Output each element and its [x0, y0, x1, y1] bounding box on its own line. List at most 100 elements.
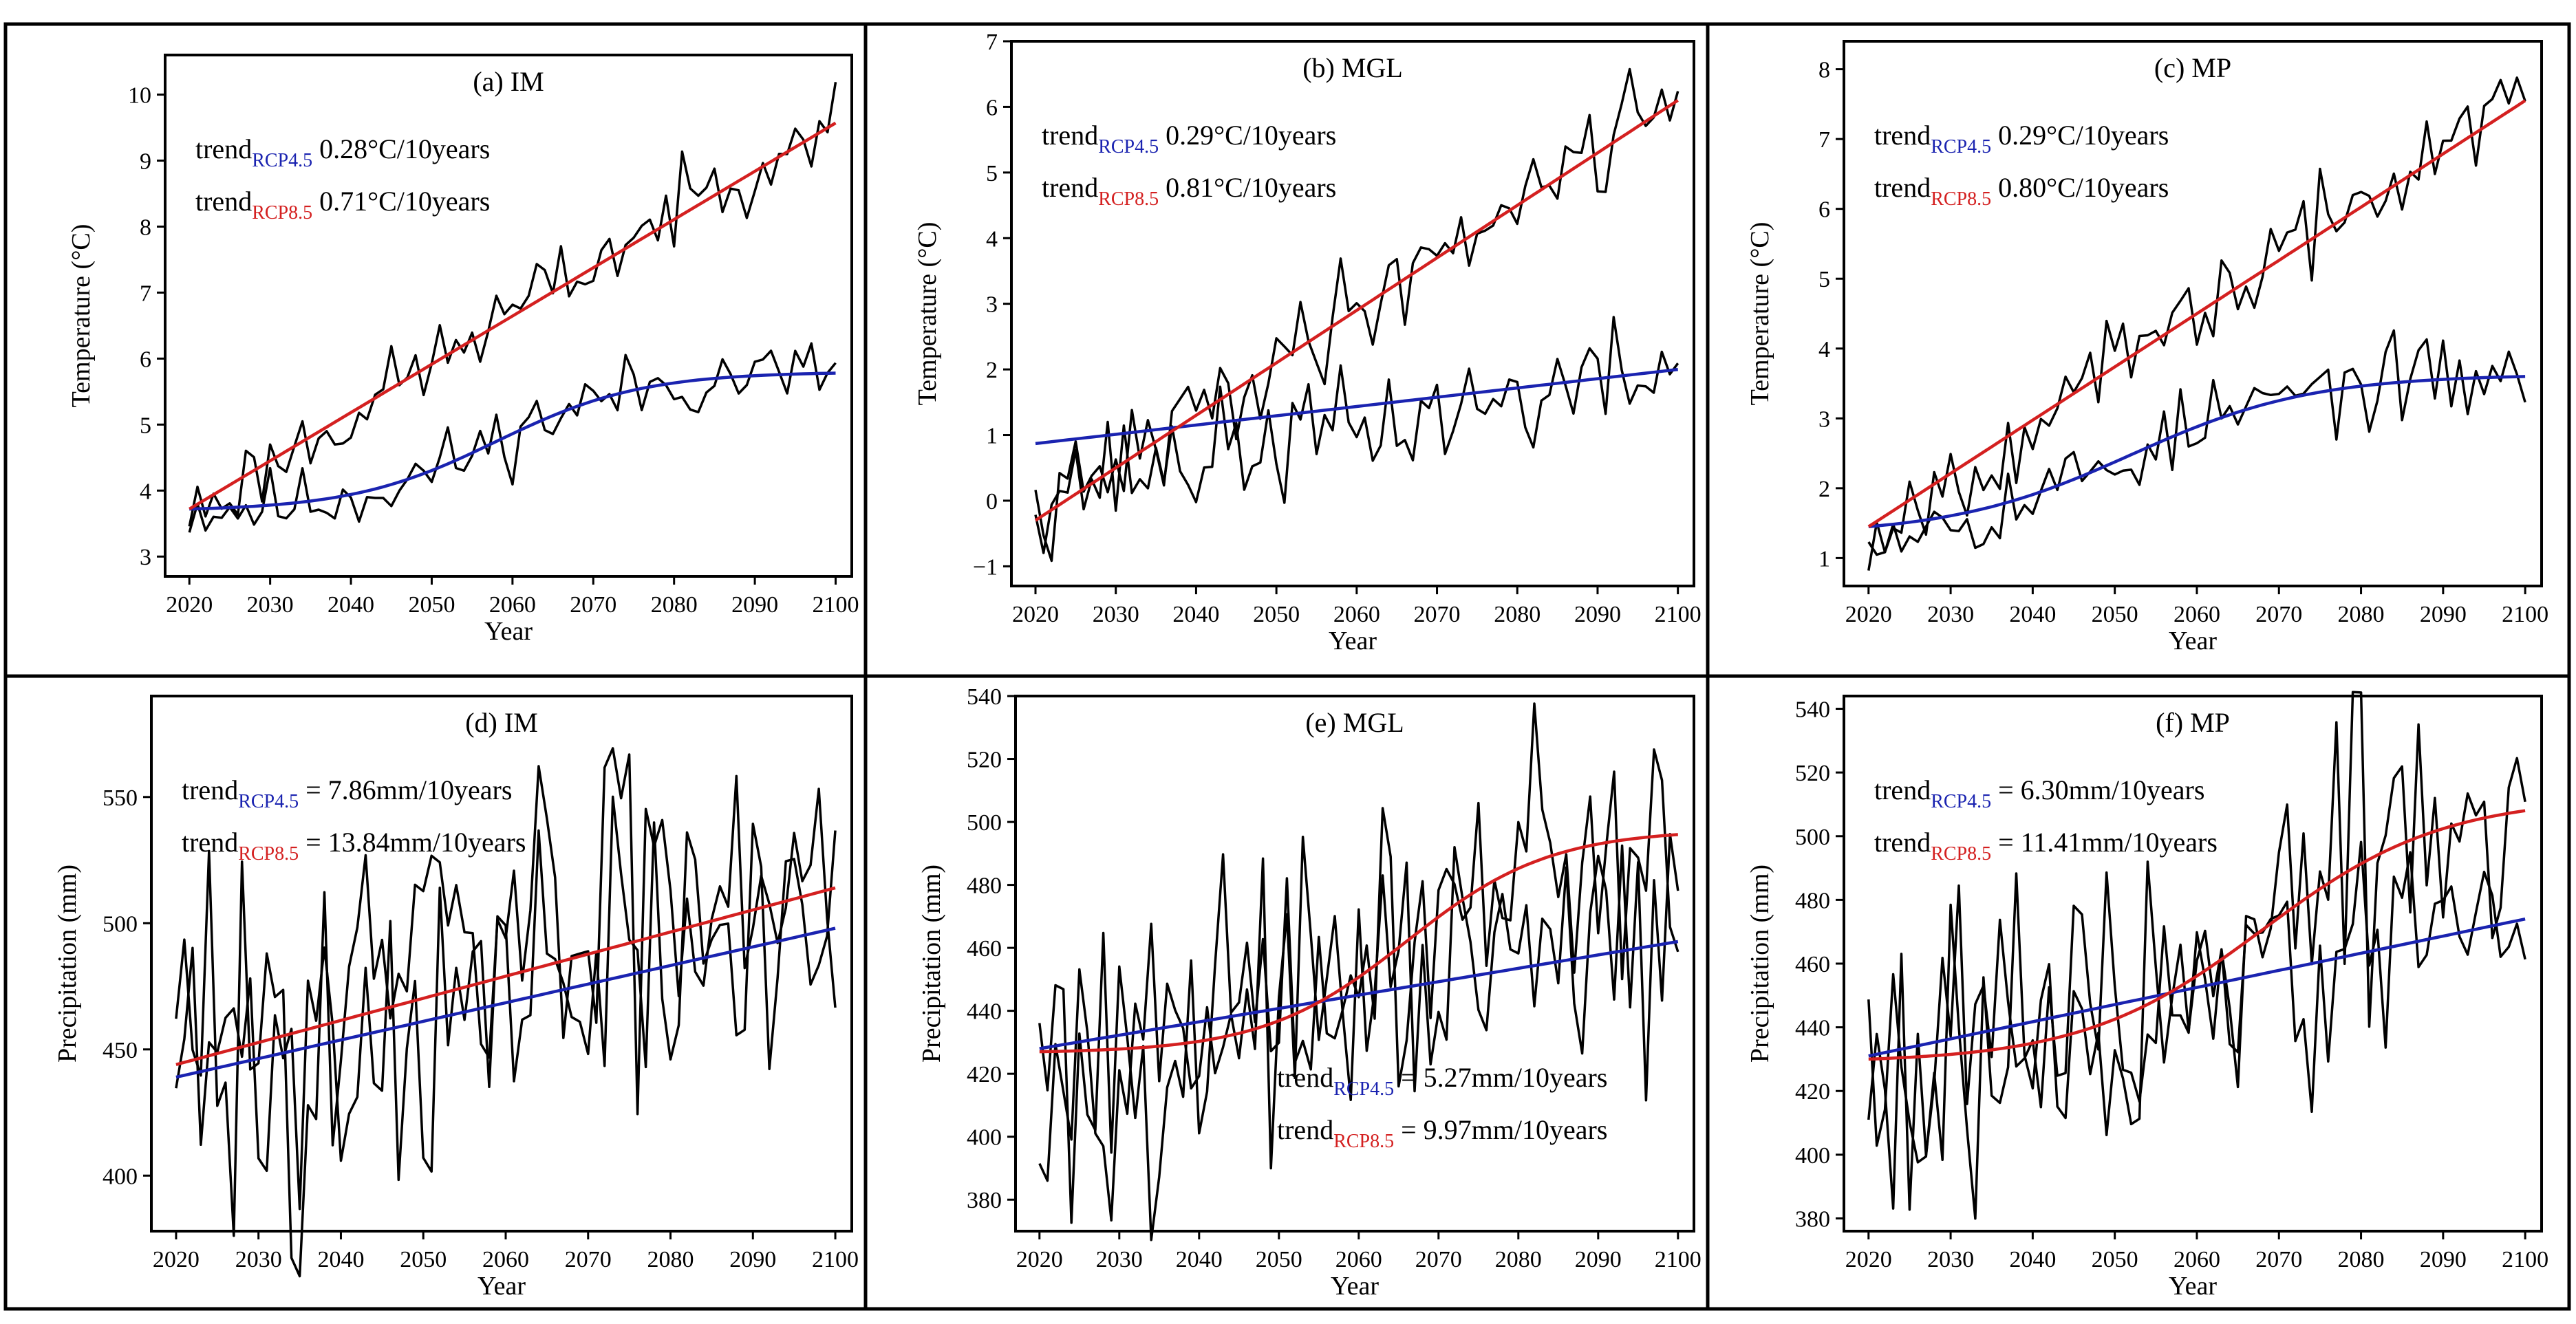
x-tick-label: 2050 [2092, 602, 2138, 627]
y-axis-label: Temperature (°C) [1746, 222, 1774, 406]
x-tick-label: 2100 [2502, 602, 2548, 627]
x-axis-label: Year [2169, 627, 2217, 655]
x-tick-label: 2080 [2338, 1247, 2385, 1272]
x-tick-label: 2080 [1495, 1247, 1542, 1272]
x-tick-label: 2020 [1845, 602, 1892, 627]
series-line-rcp4-5-annual [188, 342, 837, 533]
x-tick-label: 2060 [482, 1247, 529, 1272]
y-tick-label: 440 [1795, 1016, 1830, 1041]
x-tick-label: 2040 [1172, 602, 1219, 627]
x-tick-label: 2030 [1927, 1247, 1974, 1272]
y-tick-label: 420 [967, 1062, 1002, 1087]
trend-annotation: trendRCP8.5 = 13.84mm/10years [182, 827, 526, 865]
y-tick-label: 0 [986, 489, 998, 514]
series-line-rcp4-5-smoothed [1039, 940, 1679, 1050]
trend-annotation: trendRCP8.5 0.81°C/10years [1042, 172, 1336, 210]
series-line-rcp4-5-smoothed [189, 371, 836, 511]
y-axis-label: Temperature (°C) [913, 222, 942, 406]
trend-annotation: trendRCP4.5 = 6.30mm/10years [1874, 774, 2204, 812]
y-tick-label: 6 [986, 95, 998, 120]
x-tick-label: 2100 [1655, 602, 1702, 627]
y-tick-label: 400 [103, 1164, 138, 1189]
panel-title: (c) MP [2154, 52, 2231, 83]
y-tick-label: 380 [1795, 1206, 1830, 1232]
y-tick-label: 7 [140, 281, 151, 306]
x-tick-label: 2090 [1574, 602, 1621, 627]
y-axis-label: Precipitation (mm) [1746, 865, 1774, 1063]
series-line-rcp8-5-annual [1867, 76, 2526, 556]
x-tick-label: 2030 [1093, 602, 1139, 627]
x-tick-label: 2050 [2092, 1247, 2138, 1272]
panel-6: 2020 2030 2040 2050 2060 2070 2080 2090 2100 380 4… [1746, 691, 2548, 1301]
series-line-rcp8-5-smoothed [175, 886, 836, 1066]
x-tick-label: 2060 [489, 592, 536, 618]
series-line-rcp8-5-annual [1038, 702, 1679, 1241]
panel-4: 2020 2030 2040 2050 2060 2070 2080 2090 2100 400 4… [53, 695, 859, 1301]
panel-title: (d) IM [465, 707, 538, 738]
series-line-rcp8-5-annual [1034, 67, 1679, 563]
x-tick-label: 2100 [1655, 1247, 1702, 1272]
y-tick-label: 380 [967, 1188, 1002, 1213]
y-tick-label: 4 [140, 479, 151, 504]
series-line-rcp8-5-smoothed [1039, 833, 1678, 1054]
x-axis-label: Year [484, 617, 533, 646]
trend-annotation: trendRCP4.5 = 5.27mm/10years [1277, 1062, 1607, 1100]
y-tick-label: 520 [967, 748, 1002, 773]
y-tick-label: 2 [986, 358, 998, 383]
panel-5: 2020 2030 2040 2050 2060 2070 2080 2090 2100 380 4… [917, 684, 1702, 1301]
x-tick-label: 2070 [570, 592, 616, 618]
y-tick-label: 5 [1818, 267, 1830, 292]
trend-annotation: trendRCP4.5 0.29°C/10years [1874, 120, 2169, 158]
plot-frame [164, 54, 853, 578]
plot-frame [1010, 40, 1695, 587]
series-line-rcp8-5-annual [175, 747, 837, 1278]
y-tick-label: 8 [1818, 58, 1830, 83]
panel-title: (e) MGL [1305, 707, 1404, 738]
y-tick-label: 450 [103, 1038, 138, 1063]
x-tick-label: 2080 [651, 592, 698, 618]
y-tick-label: 6 [140, 347, 151, 372]
series-line-rcp4-5-smoothed [1868, 375, 2526, 528]
trend-annotation: trendRCP4.5 0.29°C/10years [1042, 120, 1336, 158]
x-tick-label: 2090 [729, 1247, 776, 1272]
x-axis-label: Year [1329, 627, 1377, 655]
y-tick-label: 460 [967, 936, 1002, 962]
trend-annotation: trendRCP4.5 = 7.86mm/10years [182, 774, 512, 812]
x-tick-label: 2050 [408, 592, 455, 618]
y-tick-label: 5 [986, 161, 998, 186]
series-line-rcp4-5-annual [1034, 316, 1679, 554]
y-tick-label: 1 [1818, 546, 1830, 572]
panel-1: 2020 2030 2040 2050 2060 2070 2080 2090 2100 3 4 5 6… [67, 54, 859, 646]
y-tick-label: 4 [1818, 337, 1830, 362]
y-tick-label: 3 [140, 545, 151, 570]
panel-title: (f) MP [2156, 707, 2230, 738]
series-line-rcp4-5-smoothed [1035, 367, 1678, 446]
x-tick-label: 2040 [2009, 1247, 2056, 1272]
plot-frame [150, 695, 853, 1233]
y-axis-label: Temperature (°C) [67, 224, 96, 408]
y-tick-label: 520 [1795, 761, 1830, 786]
y-tick-label: 7 [1818, 127, 1830, 153]
y-tick-label: 400 [1795, 1143, 1830, 1169]
y-tick-label: 480 [967, 873, 1002, 899]
x-axis-label: Year [477, 1272, 526, 1301]
trend-annotation: trendRCP8.5 = 9.97mm/10years [1277, 1114, 1607, 1152]
y-tick-label: 10 [128, 83, 151, 109]
y-tick-label: 550 [103, 785, 138, 811]
trend-annotation: trendRCP8.5 0.80°C/10years [1874, 172, 2169, 210]
y-tick-label: 7 [986, 30, 998, 55]
trend-annotation: trendRCP4.5 0.28°C/10years [195, 133, 490, 171]
x-tick-label: 2080 [2338, 602, 2385, 627]
x-tick-label: 2070 [565, 1247, 612, 1272]
series-line-rcp4-5-smoothed [1868, 917, 2526, 1058]
x-tick-label: 2060 [1333, 602, 1380, 627]
y-tick-label: 5 [140, 413, 151, 438]
x-tick-label: 2090 [1575, 1247, 1622, 1272]
x-tick-label: 2020 [166, 592, 213, 618]
y-tick-label: 8 [140, 215, 151, 240]
series-line-rcp8-5-smoothed [1034, 99, 1679, 522]
panel-title: (a) IM [473, 66, 544, 97]
x-tick-label: 2020 [1016, 1247, 1063, 1272]
